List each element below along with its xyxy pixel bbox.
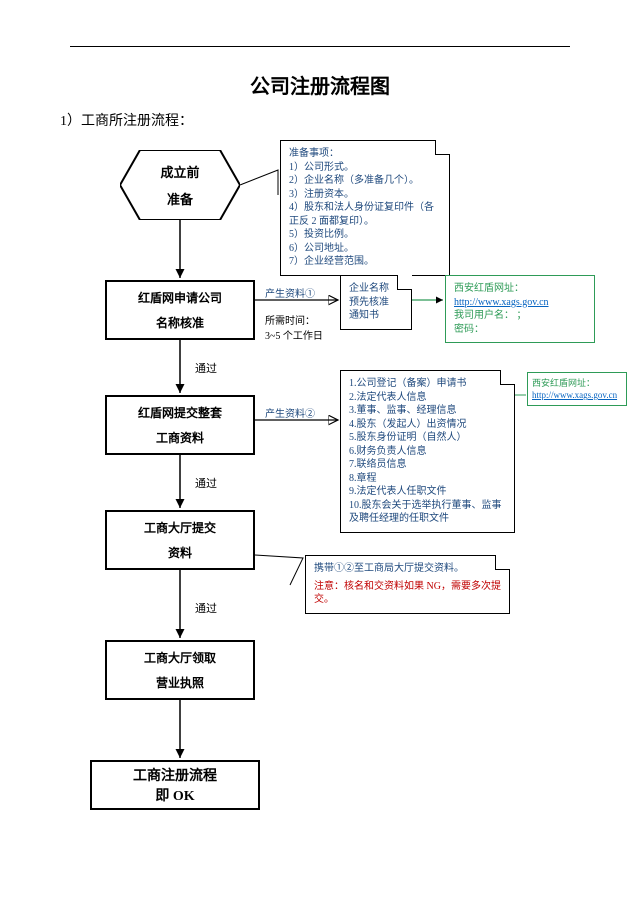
prep-item: 6）公司地址。 [289, 242, 441, 256]
doc-item: 10.股东会关于选举执行董事、监事及聘任经理的任职文件 [349, 499, 506, 526]
node-submit-hall: 工商大厅提交 资料 [105, 510, 255, 570]
doc-item: 9.法定代表人任职文件 [349, 485, 506, 499]
page-fold-icon [397, 275, 412, 290]
prenotice-l1: 企业名称 [349, 282, 403, 296]
submit-l2b: NG [427, 581, 441, 592]
doc-item: 8.章程 [349, 472, 506, 486]
label-produce1: 产生资料① [265, 285, 315, 300]
section-label: 1）工商所注册流程： [60, 110, 193, 130]
node-done: 工商注册流程 即 OK [90, 760, 260, 810]
page-fold-icon [495, 555, 510, 570]
edge-pass-1: 通过 [195, 360, 217, 376]
prenotice-l3: 通知书 [349, 309, 403, 323]
node-preparation: 成立前 准备 [120, 150, 240, 220]
site2-l1: 西安红盾网址： [532, 377, 622, 389]
doc-item: 1.公司登记（备案）申请书 [349, 377, 506, 391]
callout-prep: 准备事项： 1）公司形式。 2）企业名称（多准备几个）。 3）注册资本。 4）股… [280, 140, 450, 276]
page: 公司注册流程图 1）工商所注册流程： 成立前 准备 准备事项： 1）公司形式。 … [0, 0, 640, 906]
node-done-l1: 工商注册流程 [133, 765, 217, 785]
page-fold-icon [435, 140, 450, 155]
doc-item: 4.股东（发起人）出资情况 [349, 418, 506, 432]
node-preparation-line2: 准备 [167, 189, 193, 208]
label-duration-l1: 所需时间： [265, 316, 315, 327]
node-submit-hall-l2: 资料 [168, 544, 192, 561]
edge-pass-3: 通过 [195, 600, 217, 616]
node-submit-hall-l1: 工商大厅提交 [144, 519, 216, 536]
prep-item: 4）股东和法人身份证复印件（各正反 2 面都复印）。 [289, 201, 441, 228]
node-done-l2: 即 OK [155, 785, 194, 805]
label-produce2: 产生资料② [265, 405, 315, 420]
prenotice-l2: 预先核准 [349, 296, 403, 310]
login-l2: 我司用户名： ； [454, 309, 586, 323]
node-name-approval-l1: 红盾网申请公司 [138, 289, 222, 306]
edge-pass-2: 通过 [195, 475, 217, 491]
login-l1: 西安红盾网址： [454, 282, 586, 296]
node-collect-license-l1: 工商大厅领取 [144, 649, 216, 666]
callout-submit: 携带①②至工商局大厅提交资料。 注意：核名和交资料如果 NG，需要多次提交。 [305, 555, 510, 614]
site2-url[interactable]: http://www.xags.gov.cn [532, 390, 617, 400]
prep-item: 5）投资比例。 [289, 228, 441, 242]
label-duration-l2: 3~5 个工作日 [265, 331, 323, 342]
node-submit-hongdun: 红盾网提交整套 工商资料 [105, 395, 255, 455]
doc-item: 7.联络员信息 [349, 458, 506, 472]
prep-item: 2）企业名称（多准备几个）。 [289, 174, 441, 188]
page-fold-icon [500, 370, 515, 385]
node-preparation-line1: 成立前 [160, 162, 199, 181]
doc-item: 3.董事、监事、经理信息 [349, 404, 506, 418]
callout-login: 西安红盾网址： http://www.xags.gov.cn 我司用户名： ； … [445, 275, 595, 343]
callout-site2: 西安红盾网址： http://www.xags.gov.cn [527, 372, 627, 406]
prep-item: 1）公司形式。 [289, 161, 441, 175]
node-submit-hongdun-l1: 红盾网提交整套 [138, 404, 222, 421]
callout-docs: 1.公司登记（备案）申请书 2.法定代表人信息 3.董事、监事、经理信息 4.股… [340, 370, 515, 533]
prep-item: 3）注册资本。 [289, 188, 441, 202]
node-collect-license-l2: 营业执照 [156, 674, 204, 691]
node-name-approval-l2: 名称核准 [156, 314, 204, 331]
login-l3: 密码： [454, 323, 586, 337]
callout-prenotice: 企业名称 预先核准 通知书 [340, 275, 412, 330]
header-rule [70, 46, 570, 47]
submit-l2a: 注意：核名和交资料如果 [314, 581, 427, 592]
node-submit-hongdun-l2: 工商资料 [156, 429, 204, 446]
submit-l1: 携带①②至工商局大厅提交资料。 [314, 562, 501, 576]
callout-prep-header: 准备事项： [289, 147, 441, 161]
doc-item: 2.法定代表人信息 [349, 391, 506, 405]
prep-item: 7）企业经营范围。 [289, 255, 441, 269]
doc-item: 5.股东身份证明（自然人） [349, 431, 506, 445]
node-name-approval: 红盾网申请公司 名称核准 [105, 280, 255, 340]
doc-item: 6.财务负责人信息 [349, 445, 506, 459]
page-title: 公司注册流程图 [0, 70, 640, 99]
login-url[interactable]: http://www.xags.gov.cn [454, 297, 549, 308]
node-collect-license: 工商大厅领取 营业执照 [105, 640, 255, 700]
